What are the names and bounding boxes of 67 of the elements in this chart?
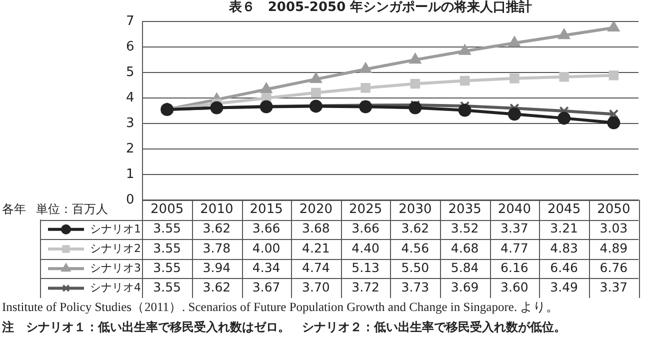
text: 各年 [2,202,26,216]
x-tick-label: 2005 [150,202,184,218]
text: 4.68 [450,240,479,256]
text: 3.55 [153,240,182,256]
legend-label: シナリオ3 [90,261,141,274]
text: 3.72 [352,279,380,294]
x-tick-label: 2035 [448,202,482,218]
x-tick-label: 2045 [548,202,581,218]
text: 3.55 [153,279,182,294]
x-tick-label: 2020 [299,202,332,218]
x-tick-label: 2010 [200,202,234,218]
text: 3.60 [500,279,528,294]
y-tick-label: 4 [126,90,134,106]
x-tick-label: 2030 [398,202,432,218]
y-tick-label: 3 [126,116,134,131]
text: 4.40 [352,240,380,256]
text: 3.67 [252,279,280,294]
text: 3.73 [401,279,430,294]
chart-title: 表６ 2005-2050 年シンガポールの将来人口推計 [228,0,532,16]
text: 3.62 [401,220,430,236]
x-tick-label: 2015 [250,202,283,218]
text: 5.13 [352,260,380,275]
text: 4.89 [600,240,628,256]
x-tick-label: 2040 [498,202,531,218]
text: 3.78 [202,240,231,256]
y-tick-label: 0 [126,192,134,208]
y-axis-title: 単位：百万人 [36,202,108,216]
text: 4.21 [302,240,330,256]
text: 3.37 [500,220,528,236]
text: 3.03 [600,220,628,236]
text: 3.69 [450,279,479,294]
text: 4.56 [401,240,430,256]
text: 3.70 [302,279,330,294]
text: 4.83 [550,240,578,256]
text: 5.50 [401,260,430,275]
y-tick-label: 6 [126,39,134,54]
text: 3.52 [450,220,479,236]
text: 3.55 [153,260,182,275]
text: 3.62 [202,220,231,236]
text: Institute of Policy Studies（2011）. Scenarios of Future Population Growth and Change in Singapore. より。 [2,299,560,316]
text: 注 シナリオ１：低い出生率で移民受入れ数はゼロ。 シナリオ２：低い出生率で移民受入れ数が低位。 [2,319,566,336]
text: 3.68 [302,220,330,236]
text: 3.66 [352,220,380,236]
legend-label: シナリオ1 [90,222,141,236]
text: 5.84 [450,260,479,275]
y-tick-label: 1 [126,166,134,182]
text: 4.00 [252,240,280,256]
text: 3.37 [600,279,628,294]
text: 3.49 [550,279,578,294]
text: 3.94 [202,260,231,275]
text: 6.76 [600,260,628,275]
legend-label: シナリオ2 [90,242,141,255]
text: 3.66 [252,220,280,236]
text: 3.62 [202,279,231,294]
y-tick-label: 2 [126,141,134,156]
text: 4.74 [302,260,330,275]
text: 6.16 [500,260,528,275]
x-tick-label: 2025 [349,202,382,218]
text: 3.55 [153,220,182,236]
y-tick-label: 5 [126,64,134,80]
legend-label: シナリオ4 [90,281,141,294]
text: 4.77 [500,240,528,256]
y-tick-label: 7 [126,14,134,29]
text: 6.46 [550,260,578,275]
x-tick-label: 2050 [597,202,630,218]
text: 4.34 [252,260,280,275]
text: 3.21 [550,220,578,236]
